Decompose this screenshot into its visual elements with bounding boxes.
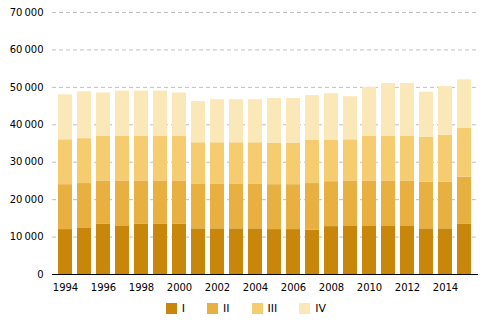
svg-text:2008: 2008 (319, 282, 344, 293)
html-text:IV: IV (315, 302, 327, 315)
svg-text:2006: 2006 (281, 282, 306, 293)
svg-text:2010: 2010 (357, 282, 382, 293)
svg-text:10 000: 10 000 (10, 231, 44, 242)
svg-text:2000: 2000 (167, 282, 192, 293)
svg-text:2002: 2002 (205, 282, 230, 293)
svg-text:2012: 2012 (395, 282, 420, 293)
svg-text:1994: 1994 (53, 282, 78, 293)
svg-text:60 000: 60 000 (10, 44, 44, 55)
svg-text:1998: 1998 (129, 282, 154, 293)
svg-text:70 000: 70 000 (10, 7, 44, 18)
svg-text:40 000: 40 000 (10, 119, 44, 130)
svg-text:1996: 1996 (91, 282, 116, 293)
html-text:II: II (223, 302, 230, 315)
html-text:III: III (267, 302, 278, 315)
svg-text:50 000: 50 000 (10, 82, 44, 93)
html-text:I: I (181, 302, 186, 315)
svg-text:0: 0 (37, 269, 43, 280)
svg-text:2014: 2014 (433, 282, 458, 293)
svg-text:20 000: 20 000 (10, 194, 44, 205)
svg-text:2004: 2004 (243, 282, 268, 293)
svg-text:30 000: 30 000 (10, 156, 44, 167)
